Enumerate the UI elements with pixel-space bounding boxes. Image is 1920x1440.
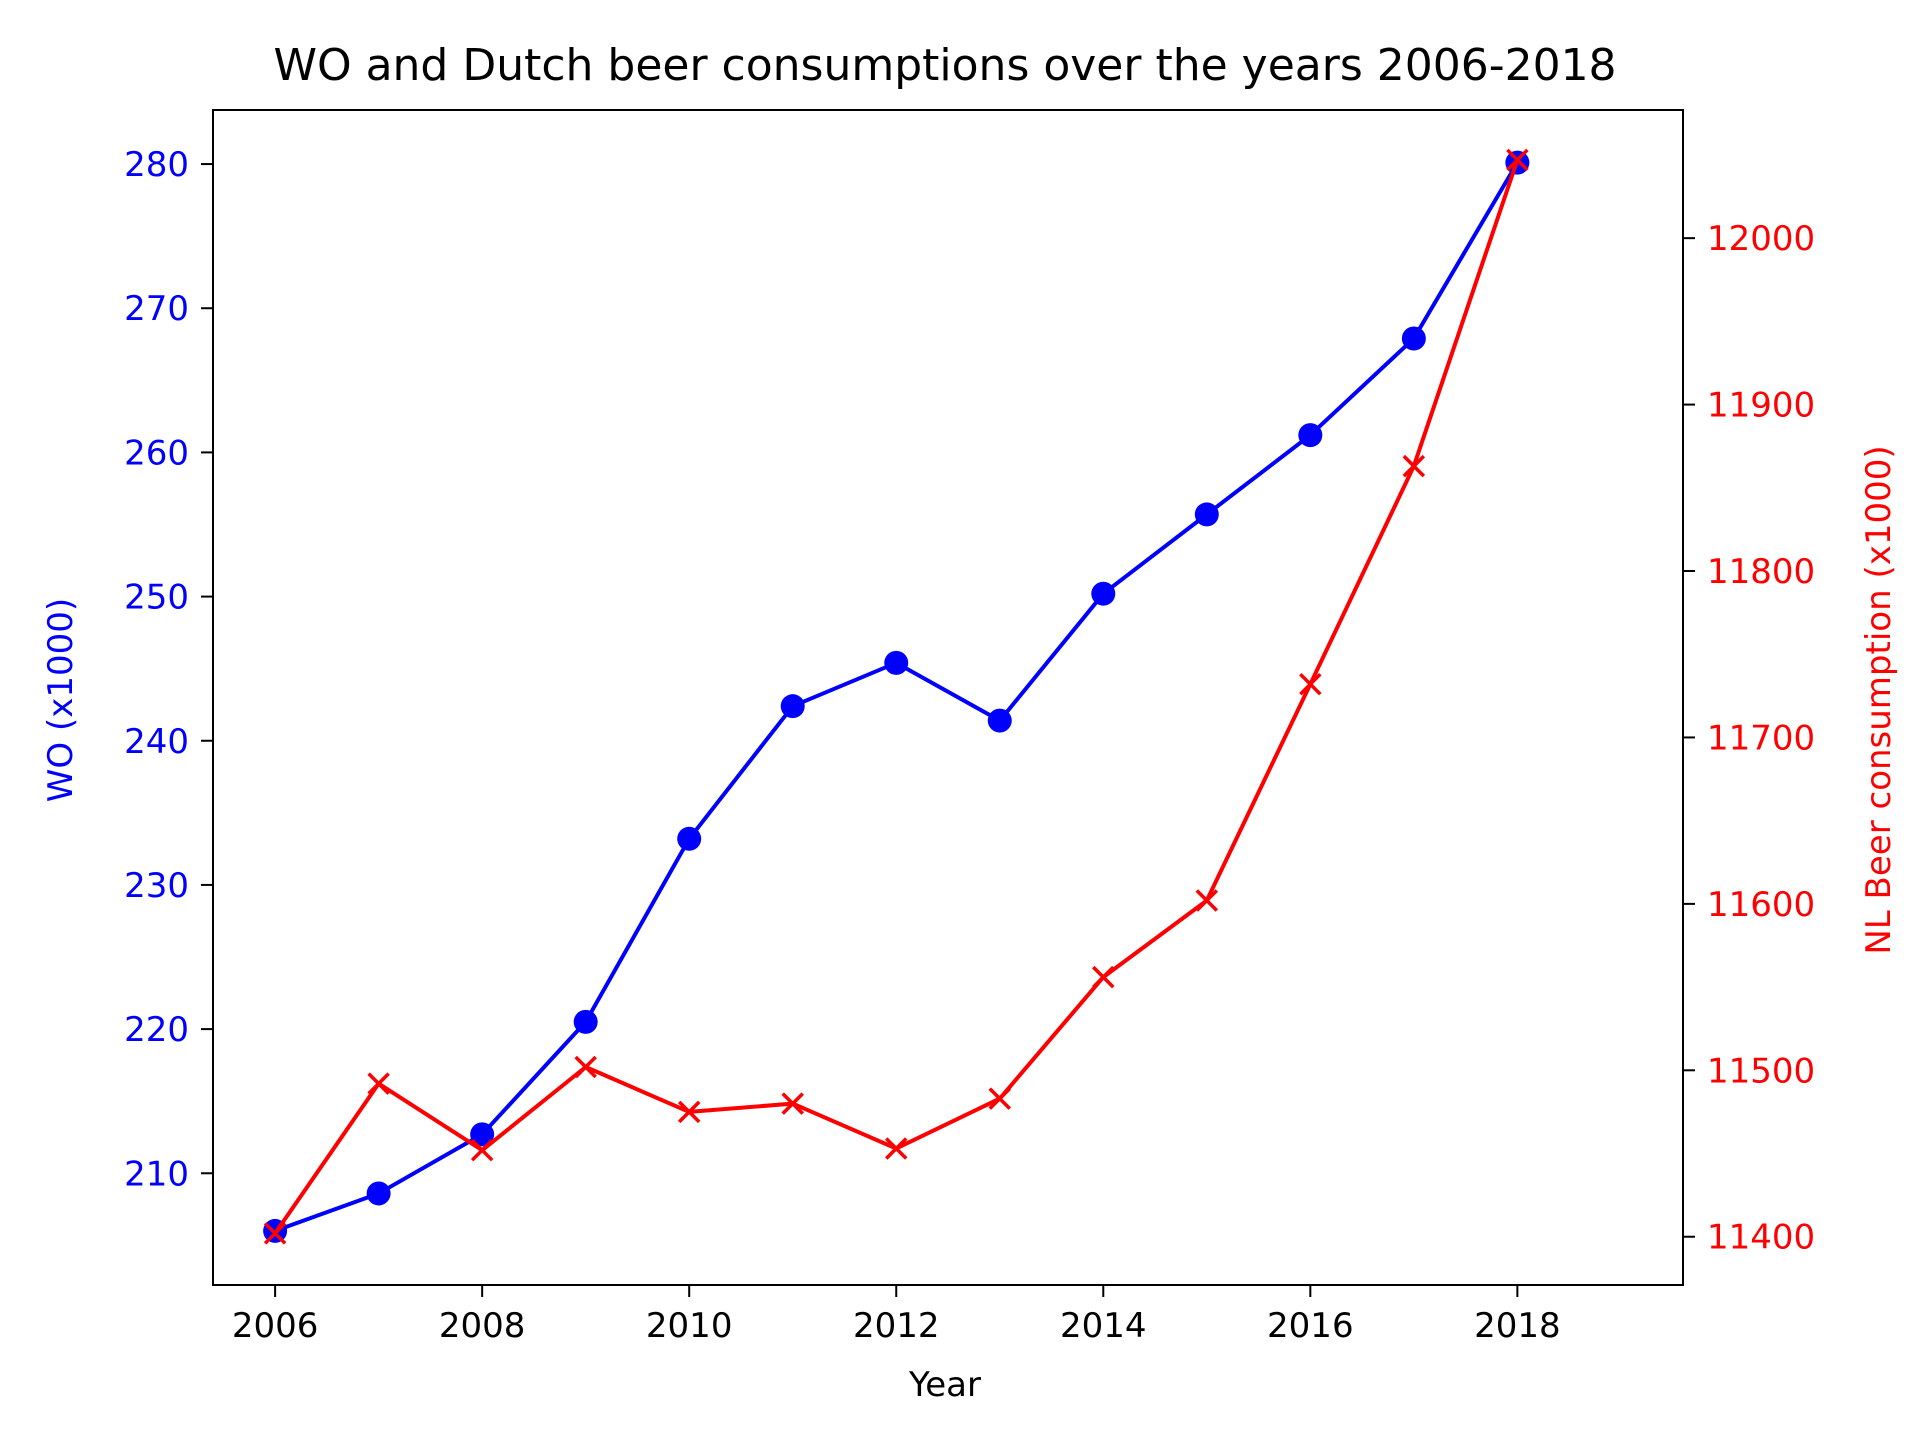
y-left-tick-label-220: 220	[124, 1010, 189, 1050]
y-left-tick-label-240: 240	[124, 722, 189, 762]
data-point-left-2013	[987, 708, 1012, 733]
data-point-left-2011	[780, 694, 805, 719]
data-point-right-2017	[1402, 454, 1426, 478]
y-axis-left-label: WO (x1000)	[41, 598, 81, 802]
x-tick-label-2010: 2010	[646, 1306, 733, 1346]
axes-layer: 2006 2008 2010 2012 2014 2016 2018 210 220 230 240…	[124, 109, 1815, 1346]
y-right-tick-label-11600: 11600	[1707, 885, 1815, 925]
x-tick-label-2012: 2012	[853, 1306, 940, 1346]
data-point-left-2008	[470, 1122, 495, 1147]
y-left-tick-label-250: 250	[124, 578, 189, 618]
x-tick-label-2008: 2008	[439, 1306, 526, 1346]
x-axis-label: Year	[908, 1365, 981, 1405]
data-point-right-2007	[367, 1072, 390, 1095]
data-point-left-2016	[1298, 423, 1323, 448]
series-layer	[263, 148, 1530, 1245]
y-right-tick-label-11800: 11800	[1707, 552, 1815, 592]
data-point-right-2009	[574, 1055, 597, 1079]
data-point-right-2011	[781, 1092, 804, 1115]
data-point-left-2015	[1194, 502, 1219, 527]
data-point-right-2010	[677, 1100, 701, 1124]
data-point-right-2018	[1506, 148, 1529, 172]
x-tick-label-2014: 2014	[1060, 1306, 1147, 1346]
series-right	[263, 148, 1529, 1245]
y-axis-right-label: NL Beer consumption (x1000)	[1859, 445, 1899, 954]
data-point-right-2006	[263, 1222, 287, 1245]
y-right-tick-label-11900: 11900	[1707, 386, 1815, 426]
series-right-line	[273, 159, 1520, 1235]
y-right-tick-label-11400: 11400	[1707, 1218, 1815, 1258]
data-point-right-2014	[1092, 965, 1115, 989]
x-tick-label-2016: 2016	[1267, 1306, 1354, 1346]
y-left-tick-label-280: 280	[124, 145, 189, 185]
data-point-right-2016	[1299, 672, 1322, 696]
y-left-tick-label-230: 230	[124, 866, 189, 906]
series-left	[263, 150, 1530, 1243]
y-left-tick-label-260: 260	[124, 433, 189, 473]
data-point-left-2010	[677, 826, 702, 851]
y-right-tick-label-12000: 12000	[1707, 219, 1815, 259]
data-point-left-2012	[884, 650, 909, 675]
chart-title: WO and Dutch beer consumptions over the …	[273, 40, 1616, 91]
data-point-left-2007	[366, 1181, 391, 1206]
data-point-left-2017	[1401, 326, 1426, 351]
data-point-right-2012	[885, 1137, 908, 1160]
data-point-right-2013	[988, 1087, 1011, 1110]
data-point-right-2015	[1195, 889, 1219, 912]
x-tick-label-2018: 2018	[1474, 1306, 1561, 1346]
x-tick-label-2006: 2006	[232, 1306, 319, 1346]
series-left-line	[274, 161, 1520, 1233]
data-point-left-2009	[573, 1009, 598, 1034]
y-left-tick-label-270: 270	[124, 289, 189, 329]
y-right-tick-label-11700: 11700	[1707, 718, 1815, 758]
data-point-left-2014	[1091, 581, 1116, 606]
plot-frame	[212, 109, 1684, 1286]
y-left-tick-label-210: 210	[124, 1154, 189, 1194]
data-point-right-2008	[470, 1138, 494, 1162]
y-right-tick-label-11500: 11500	[1707, 1051, 1815, 1091]
